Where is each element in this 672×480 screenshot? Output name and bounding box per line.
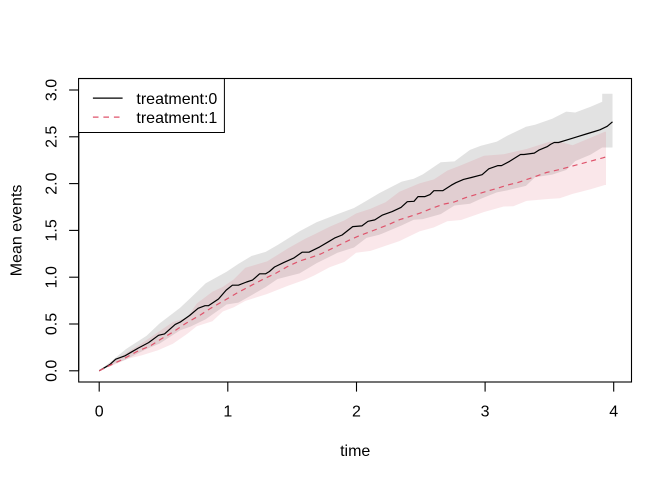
svg-text:treatment:0: treatment:0 (136, 91, 217, 108)
svg-text:0: 0 (95, 404, 104, 421)
svg-text:3.0: 3.0 (43, 79, 60, 101)
svg-text:3: 3 (481, 404, 490, 421)
svg-text:2: 2 (352, 404, 361, 421)
svg-text:0.0: 0.0 (43, 360, 60, 382)
svg-text:time: time (340, 443, 370, 460)
svg-text:1.5: 1.5 (43, 219, 60, 241)
svg-text:Mean events: Mean events (9, 185, 26, 277)
svg-text:1: 1 (223, 404, 232, 421)
svg-text:0.5: 0.5 (43, 313, 60, 335)
svg-text:4: 4 (609, 404, 618, 421)
svg-text:1.0: 1.0 (43, 266, 60, 288)
svg-text:2.0: 2.0 (43, 172, 60, 194)
svg-text:treatment:1: treatment:1 (136, 110, 217, 127)
svg-text:2.5: 2.5 (43, 126, 60, 148)
